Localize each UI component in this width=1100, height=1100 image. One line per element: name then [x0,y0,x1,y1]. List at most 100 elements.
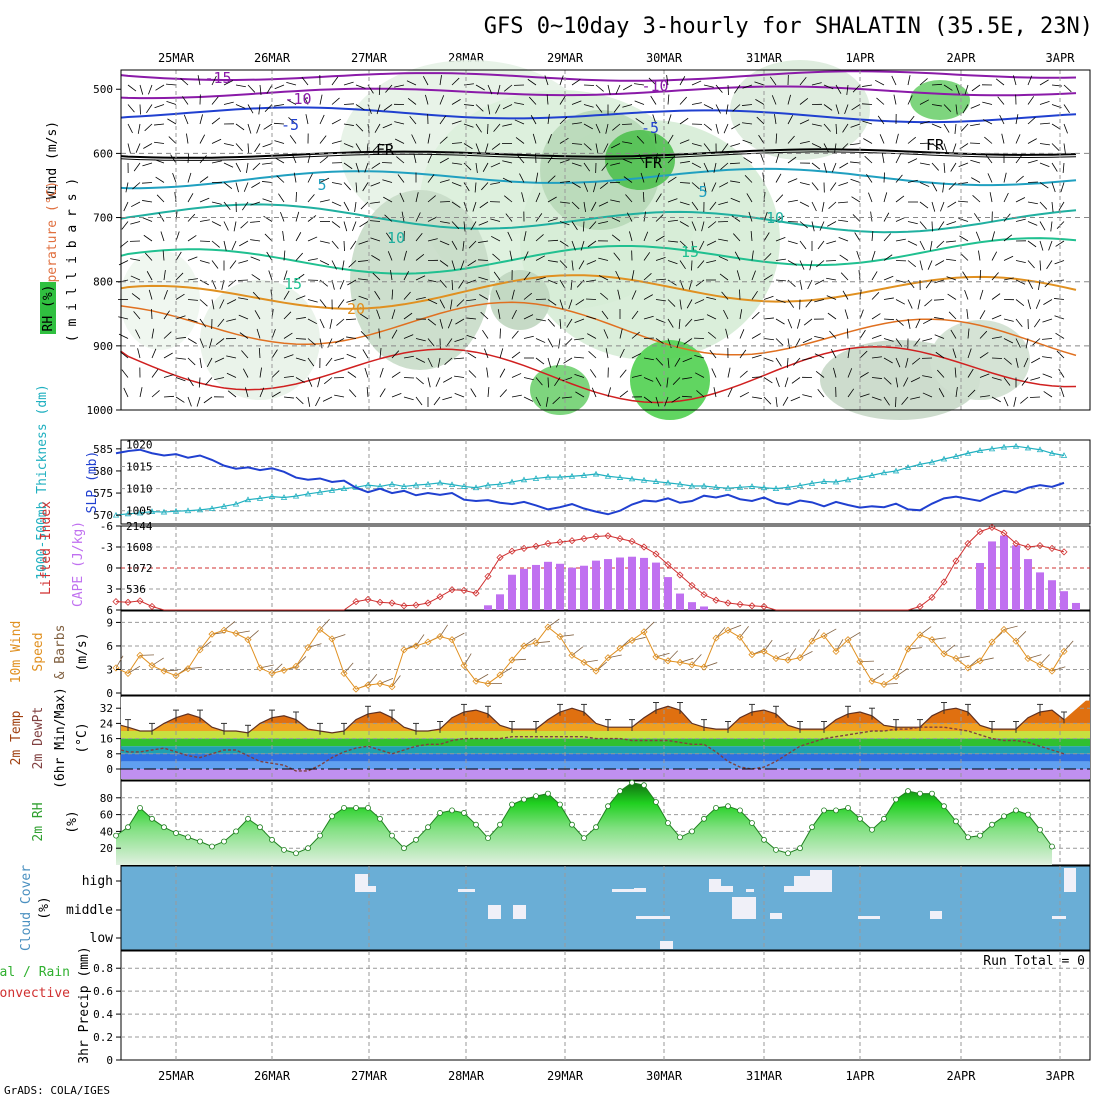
wind-barb [958,200,969,203]
wind-barb [1015,338,1021,348]
wind-barb [1027,96,1035,105]
wind-barb [691,201,699,211]
chart-title: GFS 0~10day 3-hourly for SHALATIN (35.5E… [484,14,1093,39]
isotherm [120,301,1077,357]
wind-barb [268,270,273,281]
wind-barb [475,123,482,133]
wind-barb [730,180,741,183]
wind-barb [394,138,405,144]
wind-barb [655,235,665,242]
wind-barb [427,299,438,305]
wind-marker [388,683,396,691]
wind-barb [595,123,601,134]
wind-barb [631,353,642,359]
wind-barb [742,84,753,89]
rh-marker [821,807,827,814]
cloud-block [1052,916,1066,919]
li-marker [544,539,552,548]
rh-marker [653,799,659,805]
wind-barb [934,334,945,339]
rh-marker [413,836,419,843]
wind-barb [950,162,957,172]
wind-barb [155,84,165,91]
wind-barb [811,82,822,86]
wind-barb [355,104,365,111]
wind-barb [223,143,234,146]
wind-barb [1042,338,1053,340]
wind-barb [934,317,945,320]
wind-barb [1015,114,1019,125]
wind-barb [862,84,873,87]
cloud-level-label: high [82,874,113,889]
wind-barb [197,75,201,86]
wind-barb [931,104,942,107]
wind-barb [631,331,640,339]
wind-barb [1003,277,1014,281]
wind-barb [861,103,873,105]
wind-barb [364,162,369,173]
wind-barb [895,396,897,408]
tick-label: -3 [100,541,113,554]
wind-barb [709,349,717,359]
cape-bar [640,557,648,610]
wind-barb [775,133,778,144]
tick-label: 570 [93,509,113,522]
wind-barb [166,101,177,105]
wind-barb [358,240,369,245]
wind-barb [479,201,489,209]
wind-barb [331,76,339,86]
wind-barb [283,311,292,320]
wind-marker [880,680,888,688]
wind-marker [424,638,432,646]
wind-barb [971,84,981,92]
rh-marker [1013,807,1019,814]
wind-barb [254,310,261,320]
wind-barb [760,153,765,164]
wind-barb [566,318,573,328]
wind-barb [847,348,850,359]
wind-barb [331,140,342,144]
thickness-marker [340,485,348,492]
wind-barb [927,260,933,270]
wind-barb [223,162,234,168]
tick-label: 1000 [87,404,114,417]
wind-barb [286,82,297,86]
rh-marker [341,804,347,811]
rh-marker [509,801,515,808]
rh-blob [910,80,970,120]
date-label: 2APR [947,51,977,65]
thickness-marker [988,445,996,452]
wind-barb [379,388,386,398]
upper-rh-label: RH (%) [41,285,56,332]
li-marker [556,538,564,546]
wind-barb [967,328,970,339]
wind-barb [598,275,609,281]
thickness-marker [520,476,528,483]
date-label: 27MAR [351,51,388,65]
wind-barb [586,315,597,320]
wind-barb [470,388,477,398]
tick-label: 575 [93,487,113,500]
wind-barb [403,396,414,401]
wind-barb [1015,154,1023,164]
wind-barb [175,231,180,242]
wind-barb [623,84,633,91]
wind-barb [145,252,153,261]
wind-barb [259,387,265,398]
wind-barb [466,317,477,320]
thickness-marker [460,483,468,489]
wind-barb [523,231,527,242]
rh-marker [665,820,671,826]
wind-barb [751,311,760,320]
wind-barb [345,318,357,321]
wind-barb [478,276,489,281]
wind-barb [535,152,537,164]
wind-barb [358,278,369,281]
wind-barb [763,295,774,300]
wind-barb [514,119,525,125]
tick-label: 80 [100,792,113,805]
wind-barb [559,181,570,183]
wind-barb [366,143,369,154]
wind-marker [256,664,264,672]
